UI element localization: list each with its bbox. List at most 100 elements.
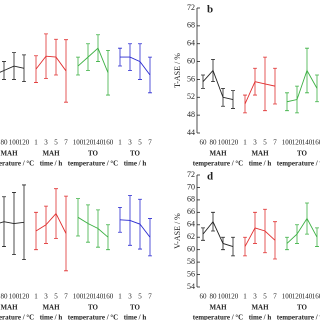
series-line xyxy=(77,47,109,73)
y-tick-label: 60 xyxy=(187,56,195,65)
x-tick-label: 100 xyxy=(73,139,84,147)
y-tick-label: 68 xyxy=(187,21,195,30)
series-line xyxy=(0,65,25,73)
x-axis-label: time / h xyxy=(40,160,63,168)
x-tick-label: 120 xyxy=(228,139,239,147)
series-line xyxy=(77,216,109,238)
y-tick-label: 72 xyxy=(187,3,195,12)
x-tick-label: 140 xyxy=(302,293,313,301)
group-name: MAH xyxy=(42,150,60,158)
error-bar xyxy=(106,50,110,96)
x-tick-label: 60 xyxy=(200,139,208,147)
error-bar xyxy=(64,195,68,272)
x-tick-label: 3 xyxy=(128,293,132,301)
y-axis-label: V-ASE / % xyxy=(173,213,182,249)
group-name: MAH xyxy=(251,304,269,312)
error-bar xyxy=(285,236,289,251)
x-axis-label: temperature / °C xyxy=(193,160,244,168)
group-name: MAH xyxy=(209,150,227,158)
group-name: MAH xyxy=(251,150,269,158)
panel-label: b xyxy=(207,4,213,16)
series-line xyxy=(202,220,234,247)
x-tick-label: 7 xyxy=(148,293,152,301)
group-name: MAH xyxy=(42,304,60,312)
group-name: TO xyxy=(88,150,99,158)
x-tick-label: 3 xyxy=(128,139,132,147)
x-tick-label: 3 xyxy=(253,139,257,147)
y-tick-label: 44 xyxy=(187,128,195,137)
error-bar xyxy=(315,74,319,103)
y-tick-label: 58 xyxy=(187,257,195,266)
x-tick-label: 120 xyxy=(19,139,30,147)
error-bar xyxy=(76,198,80,237)
panel-label: d xyxy=(207,171,213,183)
group-name: TO xyxy=(88,304,99,312)
y-tick-label: 64 xyxy=(187,39,195,48)
x-tick-label: 5 xyxy=(138,293,142,301)
group-name: MAH xyxy=(209,304,227,312)
x-tick-label: 120 xyxy=(83,139,94,147)
series-line xyxy=(119,219,151,238)
x-axis-label: temperature / °C xyxy=(277,160,320,168)
x-tick-label: 7 xyxy=(148,139,152,147)
series-line xyxy=(35,212,67,234)
x-axis-label: temperature / °C xyxy=(193,314,244,320)
y-tick-label: 56 xyxy=(187,74,195,83)
x-tick-label: 60 xyxy=(200,293,208,301)
series-line xyxy=(244,227,276,247)
x-tick-label: 100 xyxy=(9,293,20,301)
series-line xyxy=(202,69,234,100)
series-line xyxy=(120,56,151,76)
group-name: TO xyxy=(297,150,308,158)
x-tick-label: 3 xyxy=(44,139,48,147)
x-tick-label: 120 xyxy=(292,293,303,301)
group-name: TO xyxy=(130,150,141,158)
x-tick-label: 140 xyxy=(93,293,104,301)
group-name: TO xyxy=(130,304,141,312)
x-tick-label: 5 xyxy=(54,293,58,301)
x-axis-label: time / h xyxy=(124,314,147,320)
x-axis-label: temperature / °C xyxy=(277,314,320,320)
x-tick-label: 100 xyxy=(73,293,84,301)
y-tick-label: 52 xyxy=(187,92,195,101)
x-tick-label: 5 xyxy=(138,139,142,147)
error-bar xyxy=(34,55,38,83)
y-tick-label: 60 xyxy=(187,244,195,253)
x-tick-label: 1 xyxy=(118,139,122,147)
x-tick-label: 100 xyxy=(282,139,293,147)
x-tick-label: 140 xyxy=(302,139,313,147)
x-tick-label: 3 xyxy=(253,293,257,301)
x-tick-label: 160 xyxy=(103,139,114,147)
x-axis-label: time / h xyxy=(40,314,63,320)
x-tick-label: 3 xyxy=(44,293,48,301)
y-tick-label: 64 xyxy=(187,220,195,229)
y-tick-label: 56 xyxy=(187,269,195,278)
y-tick-label: 68 xyxy=(187,195,195,204)
y-tick-label: 62 xyxy=(187,232,195,241)
series-line xyxy=(35,55,67,72)
x-tick-label: 7 xyxy=(64,293,68,301)
x-tick-label: 1 xyxy=(243,293,247,301)
x-tick-label: 120 xyxy=(228,293,239,301)
group-name: MAH xyxy=(0,304,18,312)
x-tick-label: 140 xyxy=(93,139,104,147)
error-bar xyxy=(243,94,247,114)
x-tick-label: 160 xyxy=(103,293,114,301)
error-bar xyxy=(285,92,289,112)
x-tick-label: 7 xyxy=(273,293,277,301)
y-tick-label: 54 xyxy=(187,282,195,291)
x-tick-label: 100 xyxy=(282,293,293,301)
x-axis-label: time / h xyxy=(249,314,272,320)
x-tick-label: 80 xyxy=(1,293,9,301)
x-axis-label: time / h xyxy=(124,160,147,168)
error-bar xyxy=(148,218,152,257)
series-line xyxy=(0,221,25,224)
x-tick-label: 100 xyxy=(9,139,20,147)
y-tick-label: 66 xyxy=(187,207,195,216)
y-tick-label: 48 xyxy=(187,110,195,119)
x-tick-label: 80 xyxy=(210,293,218,301)
x-axis-label: temperature / °C xyxy=(68,314,119,320)
x-axis-label: time / h xyxy=(249,160,272,168)
group-name: TO xyxy=(297,304,308,312)
